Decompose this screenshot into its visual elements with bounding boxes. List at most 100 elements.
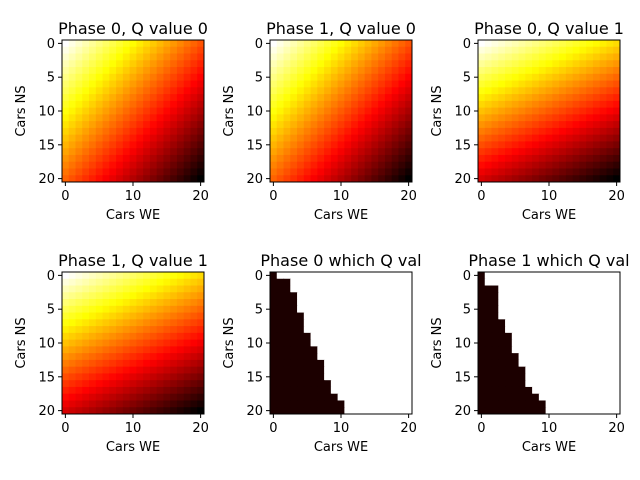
heatmap-cell	[149, 278, 158, 287]
heatmap-cell	[337, 168, 345, 176]
heatmap-cell	[122, 359, 131, 368]
heatmap-cell	[599, 346, 608, 354]
heatmap-cell	[344, 359, 352, 368]
heatmap-cell	[102, 326, 110, 334]
heatmap-cell	[122, 326, 131, 334]
heatmap-cell	[62, 94, 70, 102]
heatmap-cell	[552, 407, 560, 414]
heatmap-cell	[95, 359, 104, 368]
heatmap-cell	[545, 46, 553, 55]
heatmap-cell	[391, 175, 400, 182]
heatmap-cell	[405, 272, 412, 280]
heatmap-cell	[398, 168, 406, 176]
heatmap-cell	[102, 299, 110, 307]
heatmap-cell	[176, 305, 185, 314]
heatmap-cell	[129, 359, 137, 368]
heatmap-cell	[384, 100, 393, 109]
heatmap-cell	[478, 332, 486, 341]
heatmap-cell	[116, 292, 124, 300]
heatmap-cell	[378, 87, 386, 95]
heatmap-cell	[572, 114, 581, 122]
heatmap-cell	[197, 305, 204, 314]
heatmap-cell	[129, 292, 137, 300]
heatmap-cell	[599, 319, 608, 327]
heatmap-cell	[68, 73, 77, 82]
heatmap-cell	[324, 373, 332, 381]
heatmap-cell	[149, 107, 158, 115]
heatmap-cell	[538, 114, 547, 122]
heatmap-cell	[337, 393, 345, 402]
heatmap-cell	[95, 73, 104, 82]
heatmap-cell	[357, 339, 366, 347]
heatmap-cell	[283, 161, 291, 170]
heatmap-cell	[525, 168, 533, 176]
heatmap-cell	[95, 141, 104, 149]
heatmap-cell	[364, 60, 373, 68]
heatmap-cell	[599, 407, 608, 414]
heatmap-cell	[170, 127, 178, 136]
heatmap-cell	[156, 292, 165, 300]
heatmap-cell	[337, 272, 345, 280]
heatmap-cell	[552, 114, 560, 122]
heatmap-cell	[371, 87, 379, 95]
heatmap-cell	[371, 80, 379, 88]
heatmap-cell	[384, 339, 393, 347]
heatmap-cell	[599, 114, 608, 122]
heatmap-cell	[491, 400, 499, 408]
heatmap-cell	[122, 168, 131, 176]
heatmap-cell	[324, 121, 332, 129]
heatmap-cell	[491, 154, 499, 163]
heatmap-cell	[491, 292, 499, 300]
heatmap-cell	[82, 141, 90, 149]
heatmap-cell	[378, 353, 386, 361]
heatmap-cell	[89, 305, 97, 314]
heatmap-cell	[143, 312, 151, 320]
heatmap-cell	[330, 305, 339, 314]
heatmap-cell	[68, 53, 77, 61]
heatmap-cell	[511, 114, 520, 122]
heatmap-cell	[599, 359, 608, 368]
heatmap-cell	[68, 67, 77, 75]
heatmap-cell	[391, 393, 400, 402]
heatmap-cell	[176, 386, 185, 395]
heatmap-cell	[378, 346, 386, 354]
heatmap-cell	[297, 168, 305, 176]
heatmap-cell	[290, 380, 298, 388]
heatmap-cell	[136, 175, 144, 182]
heatmap-cell	[525, 380, 533, 388]
heatmap-cell	[62, 121, 70, 129]
heatmap-cell	[525, 346, 533, 354]
heatmap-cell	[398, 400, 406, 408]
heatmap-cell	[344, 292, 352, 300]
heatmap-cell	[592, 175, 601, 182]
heatmap-cell	[324, 175, 332, 182]
heatmap-cell	[538, 168, 547, 176]
heatmap-cell	[525, 359, 533, 368]
heatmap-cell	[183, 312, 192, 320]
heatmap-cell	[176, 141, 185, 149]
heatmap-cell	[82, 366, 90, 375]
heatmap-cell	[276, 127, 285, 136]
heatmap-cell	[68, 60, 77, 68]
heatmap-cell	[511, 161, 520, 170]
heatmap-cell	[391, 46, 400, 55]
heatmap-cell	[599, 332, 608, 341]
heatmap-cell	[283, 134, 291, 143]
heatmap-cell	[384, 134, 393, 143]
heatmap-cell	[545, 407, 553, 414]
heatmap-cell	[303, 67, 312, 75]
heatmap-cell	[378, 94, 386, 102]
heatmap-cell	[129, 134, 137, 143]
heatmap-cell	[330, 312, 339, 320]
heatmap-cell	[586, 114, 594, 122]
heatmap-cell	[109, 299, 117, 307]
heatmap-cell	[613, 272, 620, 280]
heatmap-cell	[364, 67, 373, 75]
heatmap-cell	[324, 154, 332, 163]
heatmap-cell	[344, 168, 352, 176]
heatmap-cell	[505, 87, 513, 95]
heatmap-cell	[565, 332, 574, 341]
heatmap-cell	[129, 107, 137, 115]
heatmap-cell	[525, 373, 533, 381]
heatmap-cell	[491, 386, 499, 395]
